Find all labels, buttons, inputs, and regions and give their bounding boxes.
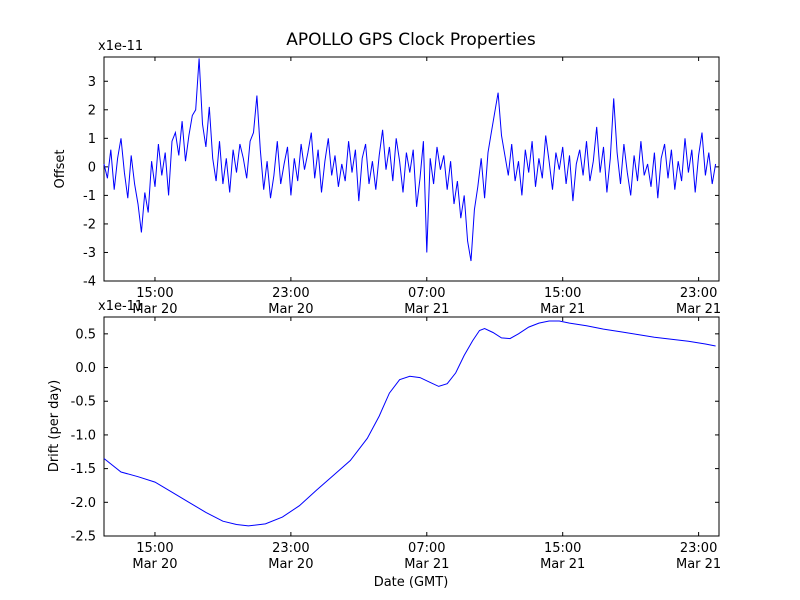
x-tick-label-time: 23:00 [272,286,309,301]
y-tick-label: -2 [83,217,96,232]
x-tick-label-time: 23:00 [272,541,309,556]
axes-frame [103,56,720,282]
x-tick-label-date: Mar 20 [268,302,313,317]
x-tick-label-time: 07:00 [408,541,445,556]
x-tick-label-time: 07:00 [408,286,445,301]
x-tick-label-time: 15:00 [544,541,581,556]
y-tick-label: -1.0 [71,428,96,443]
offset-y-axis-label: Offset [53,149,68,188]
x-tick-label-time: 15:00 [544,286,581,301]
y-tick-label: -2.0 [71,496,96,511]
y-tick-label: 2 [88,103,96,118]
figure-title: APOLLO GPS Clock Properties [286,30,536,50]
x-axis-label: Date (GMT) [374,575,449,590]
x-tick-label-date: Mar 21 [676,302,721,317]
x-tick-label-date: Mar 21 [540,557,585,572]
axes-frame [103,316,720,537]
y-tick-label: 0 [88,160,96,175]
x-tick-label-time: 15:00 [136,286,173,301]
drift-scale-label: x1e-11 [98,299,143,314]
x-tick-label-date: Mar 21 [404,302,449,317]
y-tick-label: 1 [88,132,96,147]
offset-series-line [103,58,717,262]
drift-y-axis-label: Drift (per day) [47,380,62,472]
x-tick-label-date: Mar 21 [676,557,721,572]
x-tick-label-date: Mar 20 [268,557,313,572]
y-tick-label: 3 [88,75,96,90]
x-tick-label-time: 15:00 [136,541,173,556]
y-tick-label: -4 [83,275,96,290]
drift-series-line [103,320,716,527]
y-tick-label: -2.5 [71,530,96,545]
y-tick-label: -0.5 [71,395,96,410]
offset-scale-label: x1e-11 [98,39,143,54]
y-tick-label: 0.0 [75,361,96,376]
x-tick-label-time: 23:00 [680,286,717,301]
x-tick-label-date: Mar 20 [132,557,177,572]
y-tick-label: 0.5 [75,327,96,342]
y-tick-label: -1.5 [71,462,96,477]
y-tick-label: -1 [83,189,96,204]
x-tick-label-date: Mar 20 [132,302,177,317]
y-tick-label: -3 [83,246,96,261]
x-tick-label-date: Mar 21 [540,302,585,317]
x-tick-label-time: 23:00 [680,541,717,556]
x-tick-label-date: Mar 21 [404,557,449,572]
